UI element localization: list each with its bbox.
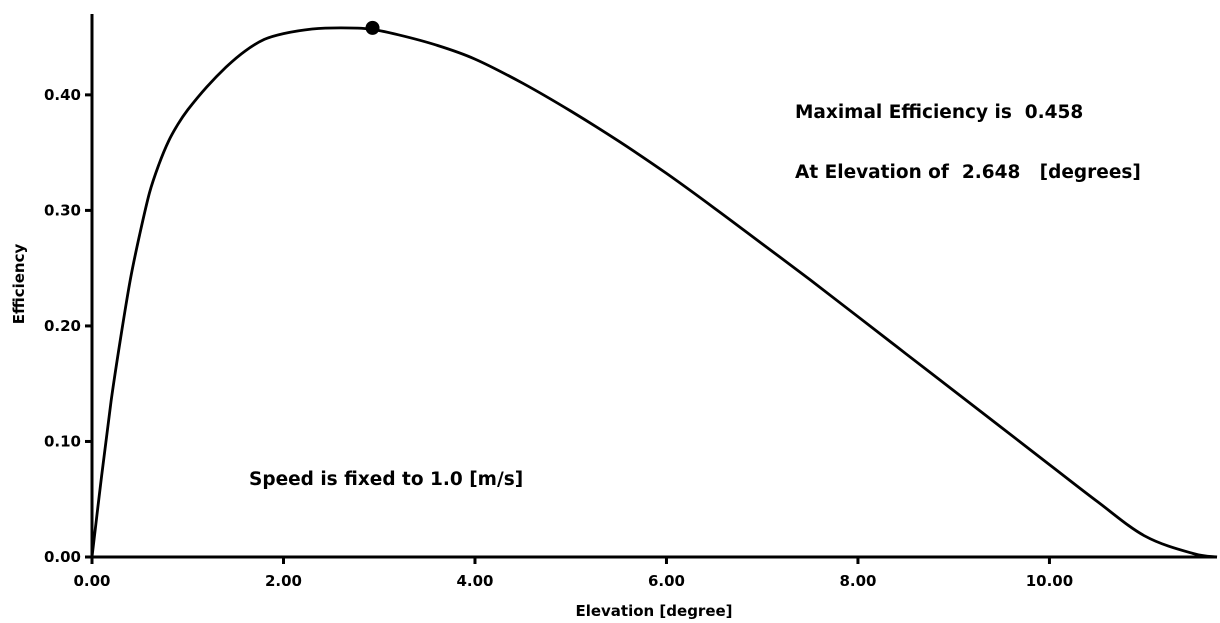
- y-ticks: 0.00 0.10 0.20 0.30 0.40: [44, 86, 92, 566]
- y-tick-label: 0.00: [44, 548, 81, 566]
- x-tick-label: 8.00: [839, 572, 876, 590]
- annotation-max-efficiency: Maximal Efficiency is 0.458: [795, 102, 1083, 123]
- y-tick-label: 0.40: [44, 86, 81, 104]
- x-tick-label: 0.00: [73, 572, 110, 590]
- y-axis-label: Efficiency: [10, 244, 28, 325]
- x-ticks: 0.00 2.00 4.00 6.00 8.00 10.00: [73, 557, 1073, 590]
- max-efficiency-marker: [365, 20, 380, 35]
- annotation-speed-note: Speed is fixed to 1.0 [m/s]: [249, 469, 523, 490]
- y-tick-label: 0.20: [44, 317, 81, 335]
- annotation-at-elevation: At Elevation of 2.648 [degrees]: [795, 162, 1141, 183]
- x-tick-label: 6.00: [648, 572, 685, 590]
- x-tick-label: 10.00: [1026, 572, 1073, 590]
- x-tick-label: 4.00: [456, 572, 493, 590]
- plot-area: [90, 20, 1218, 559]
- y-tick-label: 0.30: [44, 201, 81, 219]
- y-tick-label: 0.10: [44, 432, 81, 450]
- x-tick-label: 2.00: [265, 572, 302, 590]
- x-axis-label: Elevation [degree]: [575, 602, 732, 620]
